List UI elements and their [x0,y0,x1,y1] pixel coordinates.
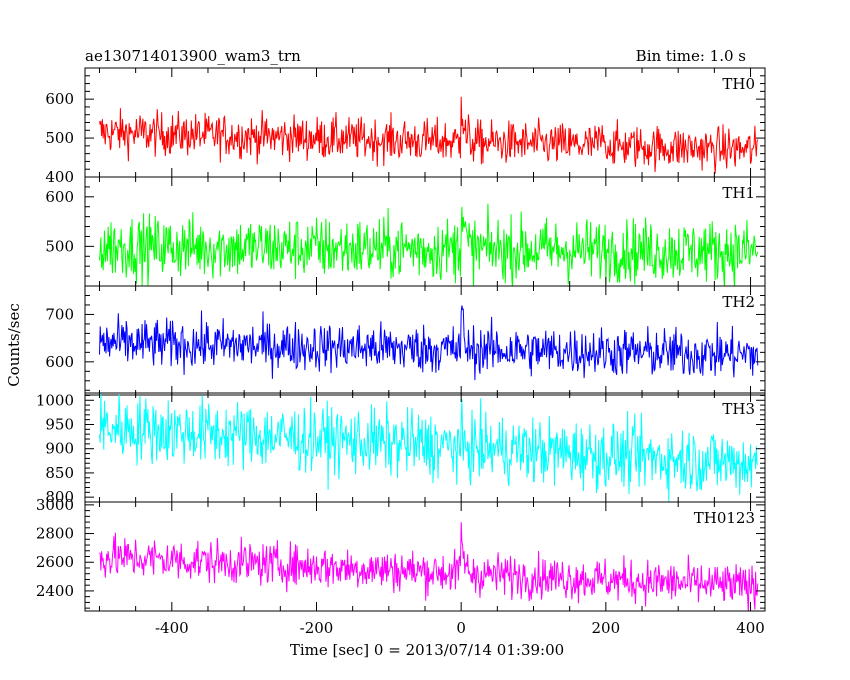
panel-label-th2: TH2 [722,293,755,311]
y-tick-label: 500 [45,129,74,147]
y-tick-label: 2600 [36,553,74,571]
y-tick-label: 600 [45,188,74,206]
bin-time-label: Bin time: 1.0 s [636,47,746,65]
panel-label-th0123: TH0123 [694,509,755,527]
x-tick-label: 400 [736,619,765,637]
x-tick-label: 200 [592,619,621,637]
series-line-th1 [99,203,759,286]
x-axis-label: Time [sec] 0 = 2013/07/14 01:39:00 [290,641,564,659]
y-tick-label: 2400 [36,582,74,600]
panel-frame-th0123 [84,501,766,612]
x-tick-label: -400 [155,619,189,637]
series-line-th0 [99,96,759,174]
y-axis-label: Counts/sec [5,303,23,387]
series-line-th2 [99,305,759,381]
y-tick-label: 900 [45,440,74,458]
panels-group: TH0 400 500 600 TH1 500 600 TH2 600 700 TH3 800 850 9… [36,67,766,637]
y-tick-label: 3000 [36,496,74,514]
y-tick-label: 500 [45,237,74,255]
y-tick-label: 400 [45,168,74,186]
y-tick-label: 850 [45,464,74,482]
series-line-th0123 [99,522,759,611]
x-tick-label: -200 [300,619,334,637]
y-tick-label: 800 [45,488,74,506]
panel-label-th1: TH1 [722,184,755,202]
y-tick-label: 1000 [36,391,74,409]
y-tick-label: 700 [45,305,74,323]
chart-title: ae130714013900_wam3_trn [85,47,301,65]
series-line-th3 [99,393,759,502]
y-tick-label: 950 [45,415,74,433]
x-tick-label: 0 [456,619,466,637]
y-tick-label: 600 [45,90,74,108]
panel-label-th3: TH3 [722,400,755,418]
panel-frame-th0 [84,67,766,178]
y-tick-label: 2800 [36,525,74,543]
y-tick-label: 600 [45,353,74,371]
panel-label-th0: TH0 [722,75,755,93]
